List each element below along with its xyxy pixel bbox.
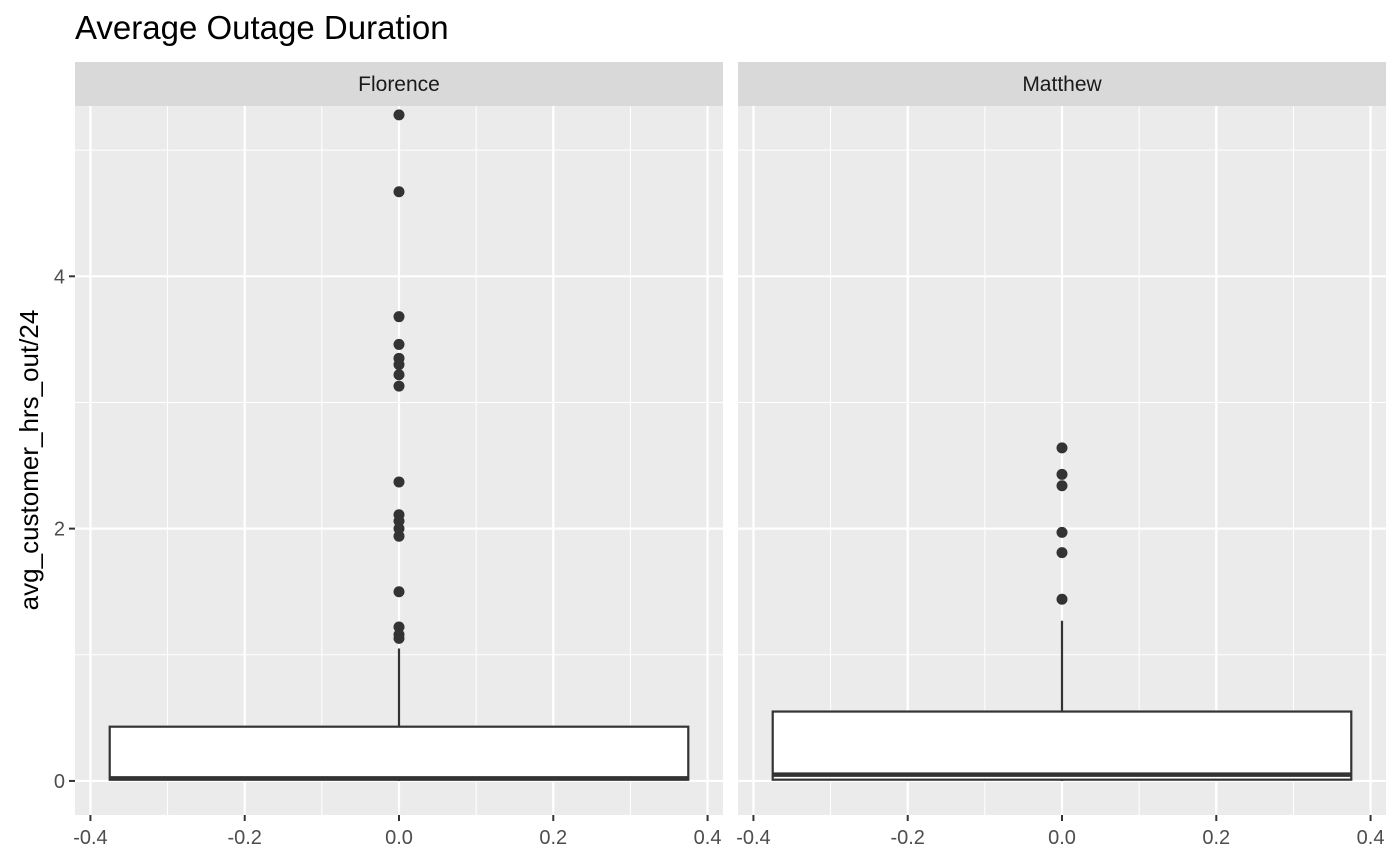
y-axis-title: avg_customer_hrs_out/24 (14, 310, 44, 611)
x-tick-label: 0.2 (539, 827, 567, 849)
panel-florence: Florence -0.4 -0.2 0.0 0.2 0.4 0 2 4 (54, 62, 723, 849)
x-tick-label: -0.2 (227, 827, 261, 849)
outlier-point (1056, 468, 1068, 480)
outlier-point (1056, 547, 1068, 559)
outlier-point (393, 530, 405, 542)
outlier-point (393, 338, 405, 350)
chart-title: Average Outage Duration (75, 9, 449, 46)
box (771, 710, 1353, 781)
outlier-point (393, 515, 405, 527)
outlier-point (1056, 480, 1068, 492)
y-tick-label: 2 (54, 519, 65, 541)
outlier-point (393, 476, 405, 488)
x-tick-label: -0.4 (736, 827, 770, 849)
facet-strip (738, 62, 1386, 106)
x-tick-label: 0.4 (694, 827, 722, 849)
outlier-point (393, 586, 405, 598)
facet-strip (75, 62, 723, 106)
x-tick-label: 0.0 (1048, 827, 1076, 849)
outlier-point (1056, 593, 1068, 605)
x-tick-label: 0.4 (1357, 827, 1385, 849)
facet-panels: Florence -0.4 -0.2 0.0 0.2 0.4 0 2 4 Matthew -0.4 -… (54, 62, 1386, 849)
y-tick-label: 4 (54, 266, 65, 288)
outlier-point (393, 359, 405, 371)
outlier-point (1056, 442, 1068, 454)
outlier-point (393, 632, 405, 644)
outlier-point (393, 186, 405, 198)
outlier-point (393, 621, 405, 633)
outlier-point (393, 369, 405, 381)
facet-strip-label: Florence (358, 73, 440, 96)
x-tick-label: -0.4 (73, 827, 107, 849)
box (108, 725, 690, 781)
x-tick-label: 0.2 (1202, 827, 1230, 849)
outlier-point (393, 523, 405, 535)
outlier-point (393, 109, 405, 121)
facet-strip-label: Matthew (1022, 73, 1102, 96)
x-tick-label: 0.0 (385, 827, 413, 849)
y-tick-label: 0 (54, 771, 65, 793)
panel-matthew: Matthew -0.4 -0.2 0.0 0.2 0.4 (736, 62, 1386, 849)
outlier-point (393, 311, 405, 323)
outlier-point (393, 380, 405, 392)
outlier-point (1056, 526, 1068, 538)
x-tick-label: -0.2 (890, 827, 924, 849)
